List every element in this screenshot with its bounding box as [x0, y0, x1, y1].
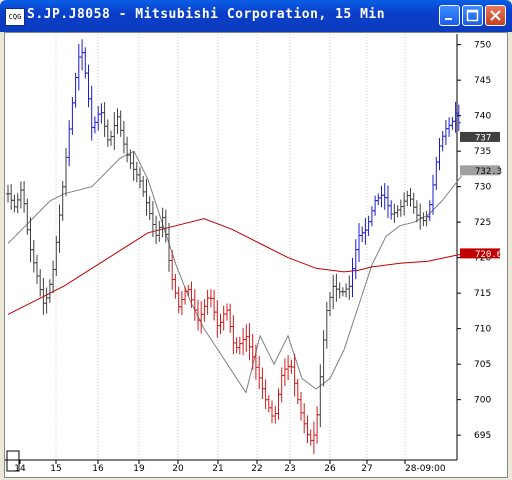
- minimize-icon: [445, 18, 452, 20]
- x-tick-label: 26: [324, 464, 336, 474]
- y-tick-label: 705: [474, 360, 491, 370]
- close-icon: [490, 10, 501, 21]
- x-tick-label: 22: [251, 464, 262, 474]
- x-tick-label: 14: [14, 464, 26, 474]
- moving-average-fast-line: [7, 150, 462, 394]
- price-label-box: [460, 165, 500, 176]
- y-tick-label: 700: [474, 396, 491, 406]
- maximize-icon: [466, 9, 479, 22]
- maximize-button[interactable]: [462, 5, 483, 26]
- price-label-box: [460, 131, 500, 142]
- moving-averages: [7, 150, 462, 394]
- moving-average-slow-line: [7, 218, 462, 315]
- vertical-gridlines: [55, 34, 406, 460]
- y-tick-label: 695: [474, 431, 491, 441]
- close-button[interactable]: [485, 5, 506, 26]
- window-title: S.JP.J8058 - Mitsubishi Corporation, 15 …: [27, 7, 386, 22]
- x-tick-label: 27: [361, 464, 372, 474]
- y-tick-label: 710: [474, 325, 491, 335]
- y-tick-label: 745: [474, 76, 491, 86]
- price-label: 720.6: [475, 250, 502, 260]
- x-tick-label: 21: [212, 464, 223, 474]
- ohlc-bars: [6, 39, 461, 454]
- chart-app-icon[interactable]: CQG: [5, 8, 25, 26]
- y-tick-label: 715: [474, 289, 491, 299]
- y-tick-label: 720: [474, 254, 491, 264]
- scroll-handle[interactable]: [6, 450, 20, 472]
- y-tick-label: 750: [474, 41, 491, 51]
- x-tick-label: 19: [133, 464, 145, 474]
- price-label-box: [460, 248, 500, 259]
- title-bar[interactable]: CQG S.JP.J8058 - Mitsubishi Corporation,…: [0, 0, 512, 32]
- x-tick-label: 20: [172, 464, 184, 474]
- y-tick-label: 730: [474, 183, 491, 193]
- x-tick-label: 28-09:00: [405, 464, 446, 474]
- x-axis-ticks: 14 15 16 19 20 21 22 23 26 27 28-09:00: [14, 460, 446, 474]
- y-tick-label: 740: [474, 112, 491, 122]
- x-tick-label: 15: [50, 464, 61, 474]
- x-tick-label: 23: [284, 464, 295, 474]
- price-label: 737: [475, 133, 491, 143]
- minimize-button[interactable]: [439, 5, 460, 26]
- y-tick-label: 735: [474, 147, 491, 157]
- y-tick-label: 725: [474, 218, 491, 228]
- price-labels: 737 732.3 720.6: [460, 131, 502, 260]
- price-label: 732.3: [475, 167, 502, 177]
- y-axis-ticks: 695 700 705 710 715 720 725 730 735 740 745 750: [457, 41, 491, 441]
- x-tick-label: 16: [92, 464, 104, 474]
